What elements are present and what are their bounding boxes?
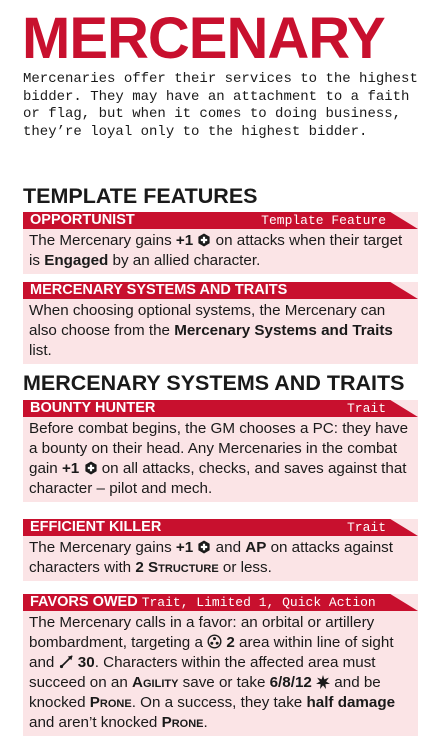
text: .: [203, 714, 208, 731]
card-body: The Mercenary calls in a favor: an orbit…: [23, 611, 418, 736]
card-name-text: FAVORS OWED: [30, 594, 138, 610]
card-name: BOUNTY HUNTER: [30, 400, 156, 416]
accuracy-icon: [84, 461, 97, 475]
card-header: MERCENARY SYSTEMS AND TRAITS: [23, 282, 418, 299]
text: . Characters within the affected area mu…: [29, 654, 376, 691]
intro-text: Mercenaries offer their services to the …: [23, 71, 418, 140]
card-tag: Template Feature: [261, 213, 386, 228]
section-heading-systems-traits: MERCENARY SYSTEMS AND TRAITS: [23, 371, 405, 395]
text: The Mercenary calls in a favor: an orbit…: [29, 614, 375, 651]
card-tag: Trait: [346, 401, 386, 416]
accuracy-icon: [198, 540, 211, 554]
text: . On a success, they take: [131, 694, 307, 711]
accuracy-icon: [198, 233, 211, 247]
keyword: Prone: [89, 694, 132, 711]
card-systems-and-traits: MERCENARY SYSTEMS AND TRAITS When choosi…: [23, 282, 418, 364]
blast-size: 2: [226, 634, 235, 651]
text: and aren’t knocked: [29, 714, 162, 731]
keyword: AP: [245, 539, 267, 556]
keyword: Engaged: [44, 252, 109, 269]
text: and be knocked: [29, 674, 381, 711]
page-title: MERCENARY: [22, 6, 386, 71]
text: save or take: [178, 674, 270, 691]
section-heading-template-features: TEMPLATE FEATURES: [23, 184, 258, 208]
card-bounty-hunter: BOUNTY HUNTER Trait Before combat begins…: [23, 400, 418, 502]
card-tag: Trait, Limited 1, Quick Action: [141, 595, 376, 610]
card-header: BOUNTY HUNTER Trait: [23, 400, 418, 417]
keyword: Agility: [132, 674, 179, 691]
text: by an allied character.: [108, 252, 261, 269]
card-name: MERCENARY SYSTEMS AND TRAITS: [30, 282, 288, 298]
text: on all attacks, checks, and saves agains…: [29, 460, 407, 497]
text: on attacks against characters with: [29, 539, 393, 576]
text: on attacks when their target is: [29, 232, 403, 269]
keyword: Prone: [161, 714, 204, 731]
card-body: When choosing optional systems, the Merc…: [23, 299, 418, 364]
range-icon: [59, 655, 73, 669]
bonus-value: +1: [61, 460, 80, 477]
keyword: half damage: [306, 694, 396, 711]
card-opportunist: OPPORTUNIST Template Feature The Mercena…: [23, 212, 418, 274]
explosive-damage-icon: [316, 675, 331, 689]
blast-icon: [207, 634, 222, 649]
card-name: FAVORS OWED Trait, Limited 1, Quick Actio…: [30, 594, 376, 611]
card-body: Before combat begins, the GM chooses a P…: [23, 417, 418, 502]
text: list.: [29, 342, 52, 359]
text: Before combat begins, the GM chooses a P…: [29, 420, 409, 477]
card-tag: Trait: [346, 520, 386, 535]
card-body: The Mercenary gains +1 on attacks when t…: [23, 229, 418, 274]
card-favors-owed: FAVORS OWED Trait, Limited 1, Quick Actio…: [23, 594, 418, 736]
range-value: 30: [77, 654, 95, 671]
text: The Mercenary gains: [29, 232, 176, 249]
card-header: EFFICIENT KILLER Trait: [23, 519, 418, 536]
card-name: EFFICIENT KILLER: [30, 519, 162, 535]
text: area within line of sight and: [29, 634, 394, 671]
card-header: OPPORTUNIST Template Feature: [23, 212, 418, 229]
damage-value: 6/8/12: [269, 674, 312, 691]
text: When choosing optional systems, the Merc…: [29, 302, 386, 339]
card-efficient-killer: EFFICIENT KILLER Trait The Mercenary gai…: [23, 519, 418, 581]
card-body: The Mercenary gains +1 and AP on attacks…: [23, 536, 418, 581]
text: or less.: [218, 559, 272, 576]
keyword: Mercenary Systems and Traits: [174, 322, 393, 339]
keyword: 2 Structure: [135, 559, 219, 576]
card-header: FAVORS OWED Trait, Limited 1, Quick Actio…: [23, 594, 418, 611]
text: The Mercenary gains: [29, 539, 176, 556]
bonus-value: +1: [175, 232, 194, 249]
card-name: OPPORTUNIST: [30, 212, 135, 228]
text: and: [211, 539, 246, 556]
bonus-value: +1: [175, 539, 194, 556]
